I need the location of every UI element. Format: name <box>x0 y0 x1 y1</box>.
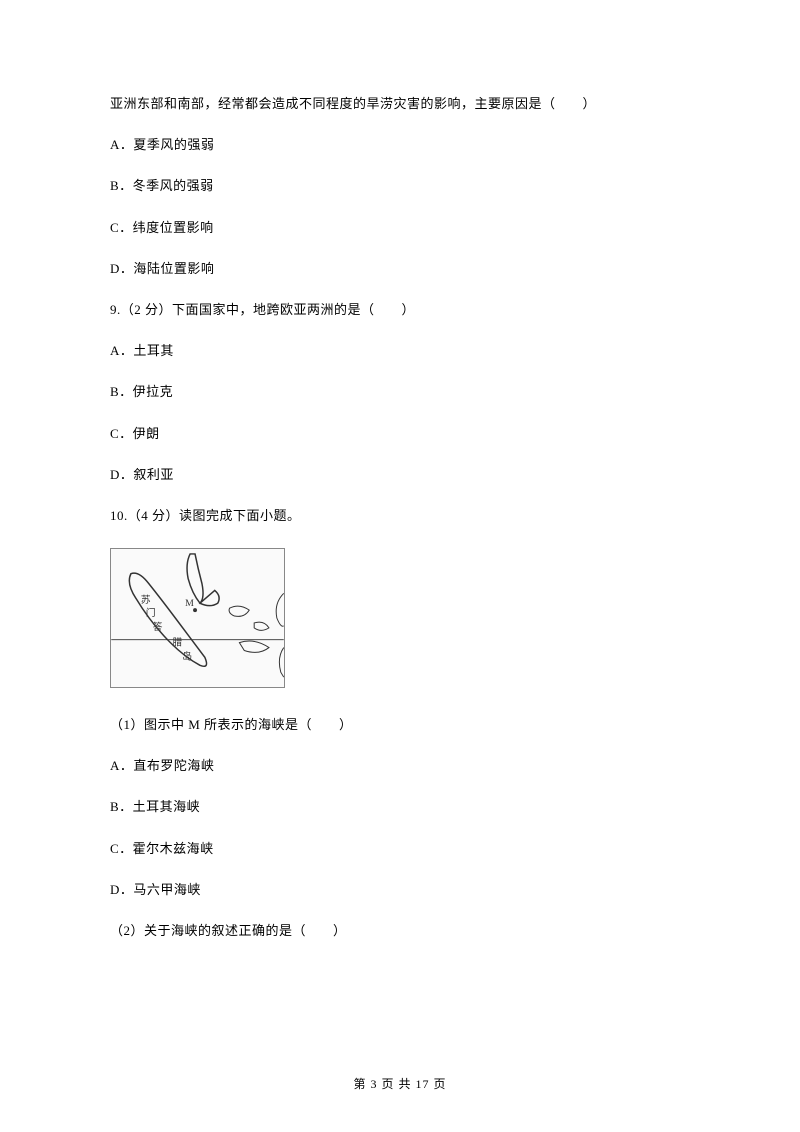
q9-option-d: D．叙利亚 <box>110 466 690 484</box>
page-footer: 第 3 页 共 17 页 <box>0 1075 800 1092</box>
q10-stem: 10.（4 分）读图完成下面小题。 <box>110 507 690 525</box>
q9-option-b: B．伊拉克 <box>110 383 690 401</box>
q8-option-b: B．冬季风的强弱 <box>110 177 690 195</box>
q9-stem: 9.（2 分）下面国家中，地跨欧亚两洲的是（ ） <box>110 301 690 319</box>
map-label-m: M <box>185 598 194 609</box>
svg-text:门: 门 <box>146 606 156 619</box>
svg-text:答: 答 <box>153 620 163 633</box>
map-figure: M 苏 门 答 腊 岛 <box>110 548 285 688</box>
q9-option-c: C．伊朗 <box>110 425 690 443</box>
page-content: 亚洲东部和南部，经常都会造成不同程度的旱涝灾害的影响，主要原因是（ ） A．夏季… <box>0 0 800 940</box>
q8-option-c: C．纬度位置影响 <box>110 219 690 237</box>
question-intro: 亚洲东部和南部，经常都会造成不同程度的旱涝灾害的影响，主要原因是（ ） <box>110 95 690 113</box>
svg-text:岛: 岛 <box>182 649 192 662</box>
q8-option-a: A．夏季风的强弱 <box>110 136 690 154</box>
svg-text:腊: 腊 <box>172 637 182 649</box>
q10-sub1-option-c: C．霍尔木兹海峡 <box>110 840 690 858</box>
q10-sub1-option-d: D．马六甲海峡 <box>110 881 690 899</box>
q10-sub1: （1）图示中 M 所表示的海峡是（ ） <box>110 716 690 734</box>
q10-sub1-option-a: A．直布罗陀海峡 <box>110 757 690 775</box>
svg-text:苏: 苏 <box>141 593 151 606</box>
malacca-strait-map-icon: M 苏 门 答 腊 岛 <box>111 549 284 687</box>
q9-option-a: A．土耳其 <box>110 342 690 360</box>
q10-sub1-option-b: B．土耳其海峡 <box>110 798 690 816</box>
q8-option-d: D．海陆位置影响 <box>110 260 690 278</box>
q10-sub2: （2）关于海峡的叙述正确的是（ ） <box>110 922 690 940</box>
